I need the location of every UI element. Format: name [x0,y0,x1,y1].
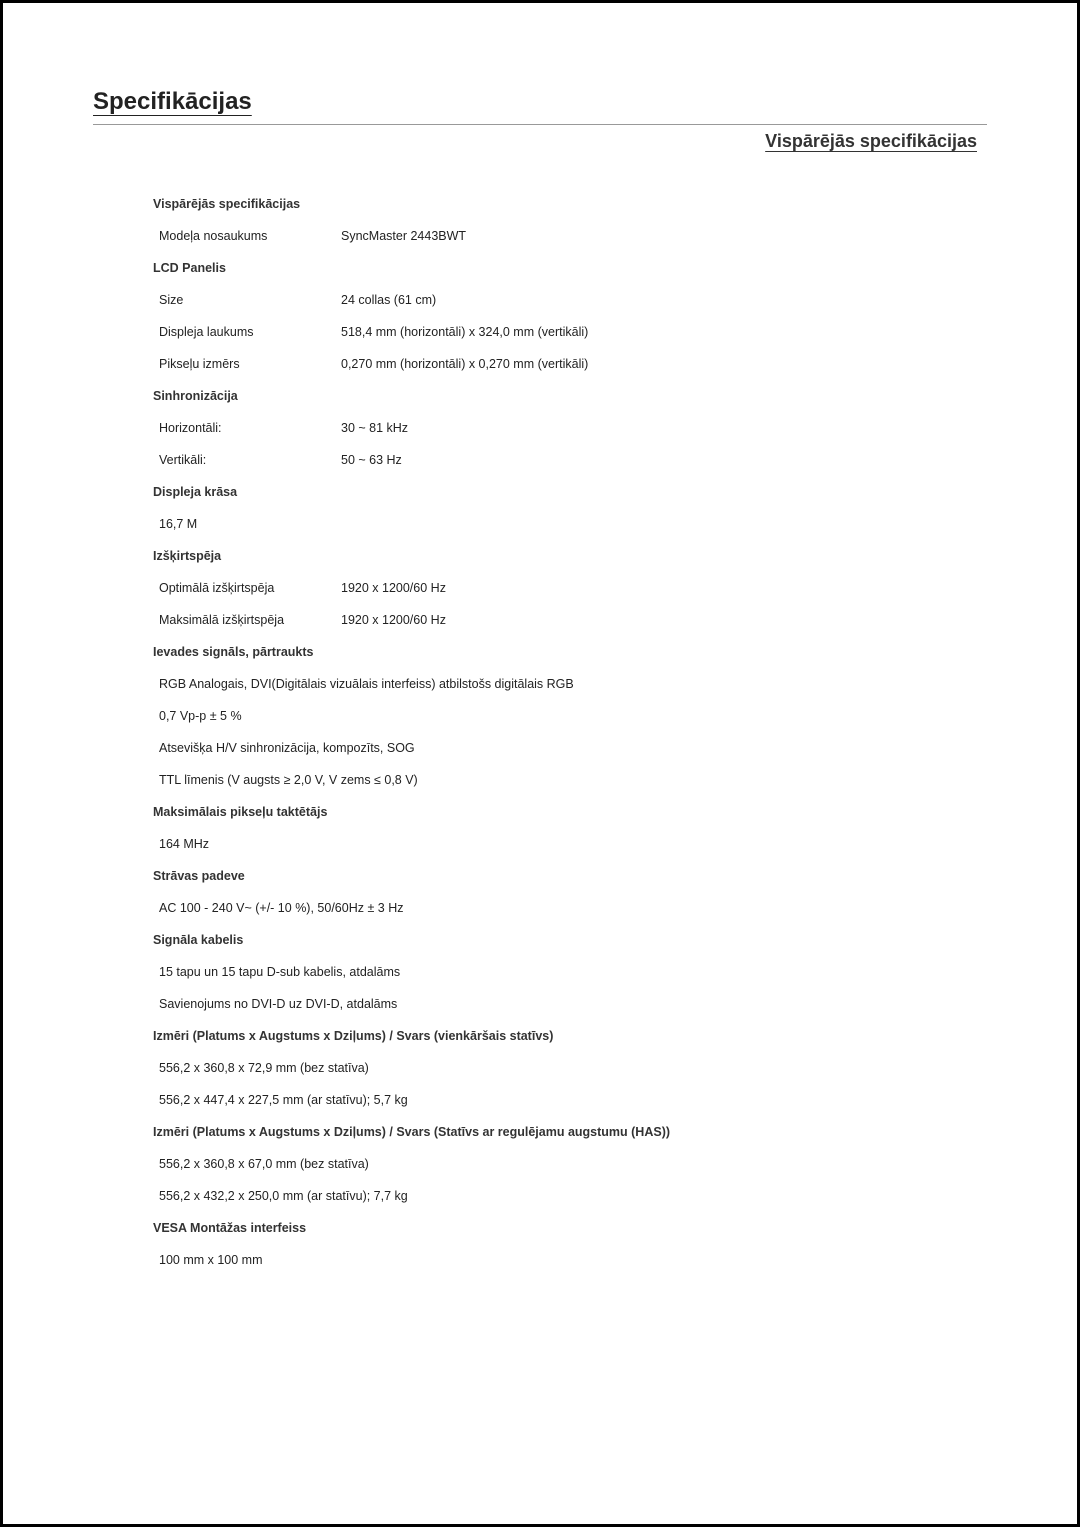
spec-value: SyncMaster 2443BWT [341,229,987,243]
spec-value-row: RGB Analogais, DVI(Digitālais vizuālais … [153,668,987,700]
spec-value: 1920 x 1200/60 Hz [341,613,987,627]
spec-value-row: Atsevišķa H/V sinhronizācija, kompozīts,… [153,732,987,764]
spec-label: Modeļa nosaukums [159,229,341,243]
spec-value: 1920 x 1200/60 Hz [341,581,987,595]
spec-value-row: 556,2 x 360,8 x 72,9 mm (bez statīva) [153,1052,987,1084]
spec-group-header: Izšķirtspēja [153,540,987,572]
spec-value: 24 collas (61 cm) [341,293,987,307]
spec-group-header: Displeja krāsa [153,476,987,508]
spec-group-header: Ievades signāls, pārtraukts [153,636,987,668]
spec-label: Horizontāli: [159,421,341,435]
document-page: Specifikācijas Vispārējās specifikācijas… [3,3,1077,1316]
main-title: Specifikācijas [93,88,987,125]
spec-group-header: VESA Montāžas interfeiss [153,1212,987,1244]
spec-value-row: 164 MHz [153,828,987,860]
section-title: Vispārējās specifikācijas [93,131,987,152]
spec-content: Vispārējās specifikācijasModeļa nosaukum… [93,188,987,1276]
spec-group-header: Strāvas padeve [153,860,987,892]
spec-label: Vertikāli: [159,453,341,467]
spec-group-header: LCD Panelis [153,252,987,284]
spec-group-header: Vispārējās specifikācijas [153,188,987,220]
spec-value-row: Savienojums no DVI-D uz DVI-D, atdalāms [153,988,987,1020]
spec-row: Horizontāli: 30 ~ 81 kHz [153,412,987,444]
spec-label: Size [159,293,341,307]
spec-value-row: 556,2 x 360,8 x 67,0 mm (bez statīva) [153,1148,987,1180]
spec-group-header: Izmēri (Platums x Augstums x Dziļums) / … [153,1116,987,1148]
spec-value-row: 100 mm x 100 mm [153,1244,987,1276]
spec-group-header: Sinhronizācija [153,380,987,412]
spec-label: Optimālā izšķirtspēja [159,581,341,595]
spec-value: 0,270 mm (horizontāli) x 0,270 mm (verti… [341,357,987,371]
spec-group-header: Signāla kabelis [153,924,987,956]
spec-label: Displeja laukums [159,325,341,339]
spec-group-header: Izmēri (Platums x Augstums x Dziļums) / … [153,1020,987,1052]
spec-row: Size24 collas (61 cm) [153,284,987,316]
spec-value-row: 16,7 M [153,508,987,540]
spec-value-row: TTL līmenis (V augsts ≥ 2,0 V, V zems ≤ … [153,764,987,796]
spec-value-row: AC 100 - 240 V~ (+/- 10 %), 50/60Hz ± 3 … [153,892,987,924]
spec-row: Displeja laukums518,4 mm (horizontāli) x… [153,316,987,348]
spec-value-row: 556,2 x 432,2 x 250,0 mm (ar statīvu); 7… [153,1180,987,1212]
spec-row: Vertikāli: 50 ~ 63 Hz [153,444,987,476]
spec-row: Optimālā izšķirtspēja1920 x 1200/60 Hz [153,572,987,604]
spec-value-row: 15 tapu un 15 tapu D-sub kabelis, atdalā… [153,956,987,988]
spec-group-header: Maksimālais pikseļu taktētājs [153,796,987,828]
spec-value: 30 ~ 81 kHz [341,421,987,435]
spec-value-row: 0,7 Vp-p ± 5 % [153,700,987,732]
spec-label: Maksimālā izšķirtspēja [159,613,341,627]
spec-row: Pikseļu izmērs0,270 mm (horizontāli) x 0… [153,348,987,380]
spec-row: Maksimālā izšķirtspēja1920 x 1200/60 Hz [153,604,987,636]
spec-row: Modeļa nosaukumsSyncMaster 2443BWT [153,220,987,252]
spec-value-row: 556,2 x 447,4 x 227,5 mm (ar statīvu); 5… [153,1084,987,1116]
spec-label: Pikseļu izmērs [159,357,341,371]
spec-value: 50 ~ 63 Hz [341,453,987,467]
spec-value: 518,4 mm (horizontāli) x 324,0 mm (verti… [341,325,987,339]
